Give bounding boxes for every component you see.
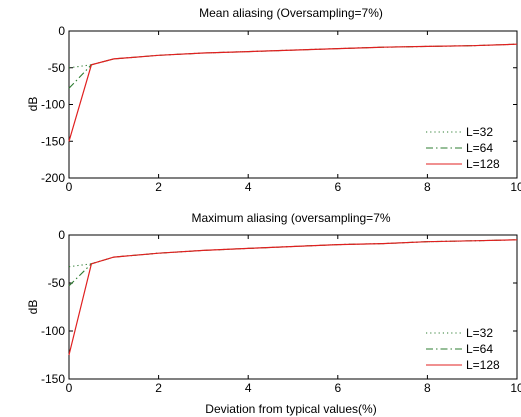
series-line-l128: [68, 43, 518, 142]
legend-entry: L=128: [466, 358, 500, 372]
y-tick-label: -150: [41, 134, 65, 148]
x-tick-label: 0: [66, 381, 73, 395]
y-tick-label: 0: [58, 24, 65, 38]
chart-title: Mean aliasing (Oversampling=7%): [199, 6, 383, 20]
x-axis-label: Deviation from typical values(%): [205, 402, 376, 416]
y-axis-label: dB: [26, 97, 40, 112]
legend-entry: L=64: [466, 141, 493, 155]
x-tick-label: 4: [245, 180, 252, 194]
y-tick-label: -100: [41, 324, 65, 338]
x-tick-label: 6: [334, 381, 341, 395]
y-tick-label: -150: [41, 372, 65, 386]
x-tick-label: 0: [66, 180, 73, 194]
legend-entry: L=128: [466, 157, 500, 171]
y-tick-label: -50: [48, 276, 66, 290]
chart-title: Maximum aliasing (oversampling=7%: [191, 211, 390, 225]
x-tick-label: 8: [424, 180, 431, 194]
y-tick-label: -200: [41, 171, 65, 185]
mean-aliasing-chart: Mean aliasing (Oversampling=7%) dB 0 2 4 6 8…: [26, 6, 521, 194]
y-axis-label: dB: [26, 300, 40, 315]
legend-entry: L=32: [466, 125, 493, 139]
x-tick-label: 8: [424, 381, 431, 395]
x-tick-label: 10: [510, 381, 521, 395]
x-tick-label: 2: [155, 381, 162, 395]
x-tick-label: 10: [510, 180, 521, 194]
series-line-l128: [68, 239, 518, 356]
y-tick-label: 0: [58, 228, 65, 242]
y-tick-label: -100: [41, 98, 65, 112]
y-tick-label: -50: [48, 61, 66, 75]
legend-entry: L=64: [466, 342, 493, 356]
x-tick-label: 4: [245, 381, 252, 395]
x-tick-label: 2: [155, 180, 162, 194]
x-tick-label: 6: [334, 180, 341, 194]
legend-entry: L=32: [466, 326, 493, 340]
maximum-aliasing-chart: Maximum aliasing (oversampling=7% dB Dev…: [26, 211, 521, 416]
